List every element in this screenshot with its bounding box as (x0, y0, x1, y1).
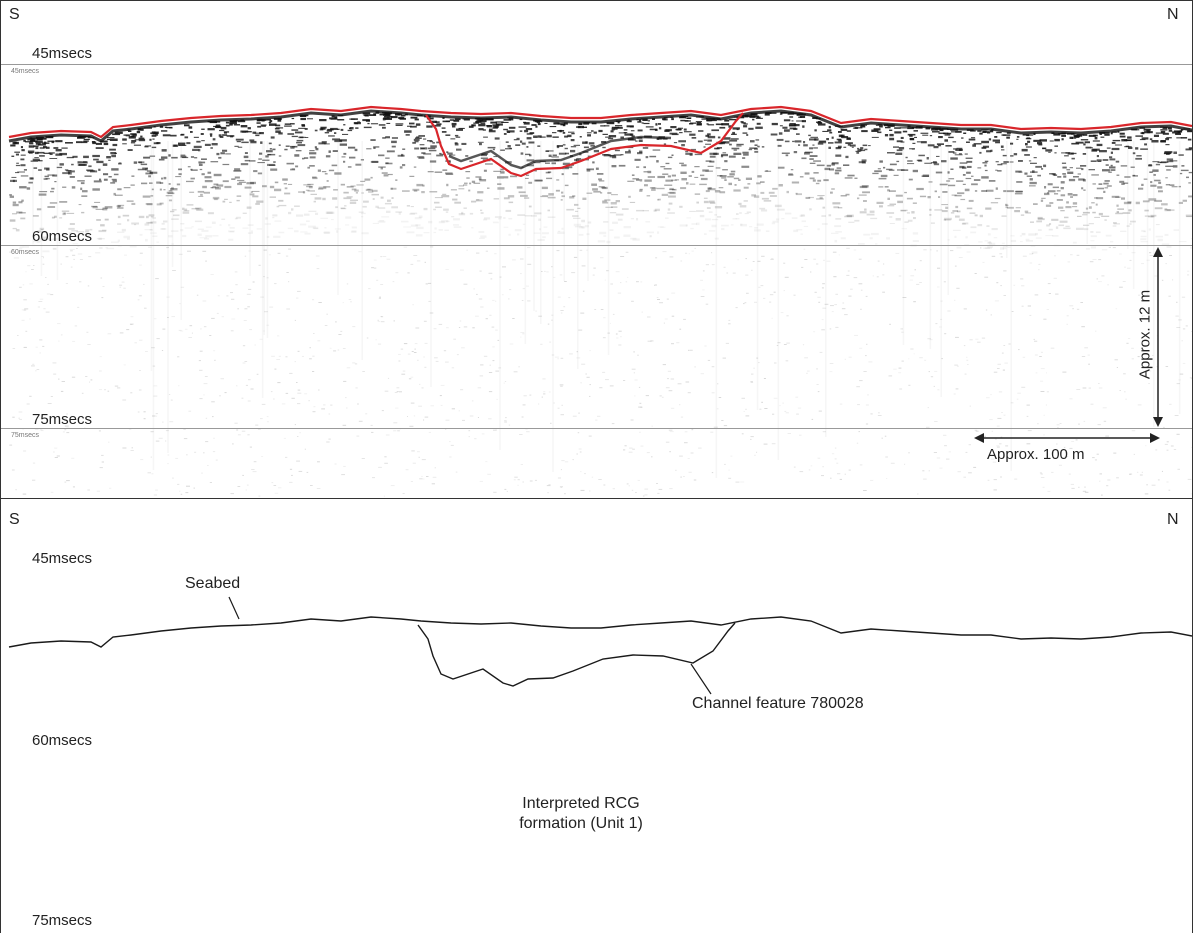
time-label-60: 60msecs (32, 229, 92, 244)
interpretation-panel: S N 45msecs 60msecs 75msecs Seabed Chann… (0, 498, 1193, 933)
channel-feature-label: Channel feature 780028 (692, 696, 864, 712)
horizontal-scale-label: Approx. 100 m (987, 447, 1085, 462)
time-label-75: 75msecs (32, 412, 92, 427)
time-line-75 (1, 428, 1192, 429)
time-line-45 (1, 64, 1192, 65)
time-small-label-60: 60msecs (11, 249, 39, 256)
seabed-label: Seabed (185, 576, 240, 592)
horizontal-scale-arrowhead-right (1150, 433, 1160, 443)
seabed-leader-line (229, 597, 239, 619)
time-line-60 (1, 245, 1192, 246)
time-label-75-b: 75msecs (32, 913, 92, 928)
time-label-45: 45msecs (32, 46, 92, 61)
seabed-line (9, 617, 1192, 647)
time-label-60-b: 60msecs (32, 733, 92, 748)
vertical-scale-label: Approx. 12 m (1138, 280, 1153, 390)
direction-south-label-2: S (9, 512, 20, 528)
seismic-profile-panel: S N 45msecs 45msecs 60msecs 60msecs 75ms… (0, 0, 1193, 499)
direction-north-label: N (1167, 7, 1179, 23)
formation-label: Interpreted RCG formation (Unit 1) (471, 794, 691, 834)
time-small-label-75: 75msecs (11, 432, 39, 439)
time-label-45-b: 45msecs (32, 551, 92, 566)
formation-label-line2: formation (Unit 1) (471, 814, 691, 834)
channel-line (418, 623, 735, 686)
seismic-noise (9, 111, 1192, 496)
direction-south-label: S (9, 7, 20, 23)
seismic-image (1, 1, 1192, 498)
channel-leader-line (691, 664, 711, 694)
direction-north-label-2: N (1167, 512, 1179, 528)
time-small-label-45: 45msecs (11, 68, 39, 75)
horizontal-scale-arrowhead-left (974, 433, 984, 443)
interpretation-drawing (1, 499, 1192, 934)
formation-label-line1: Interpreted RCG (471, 794, 691, 814)
